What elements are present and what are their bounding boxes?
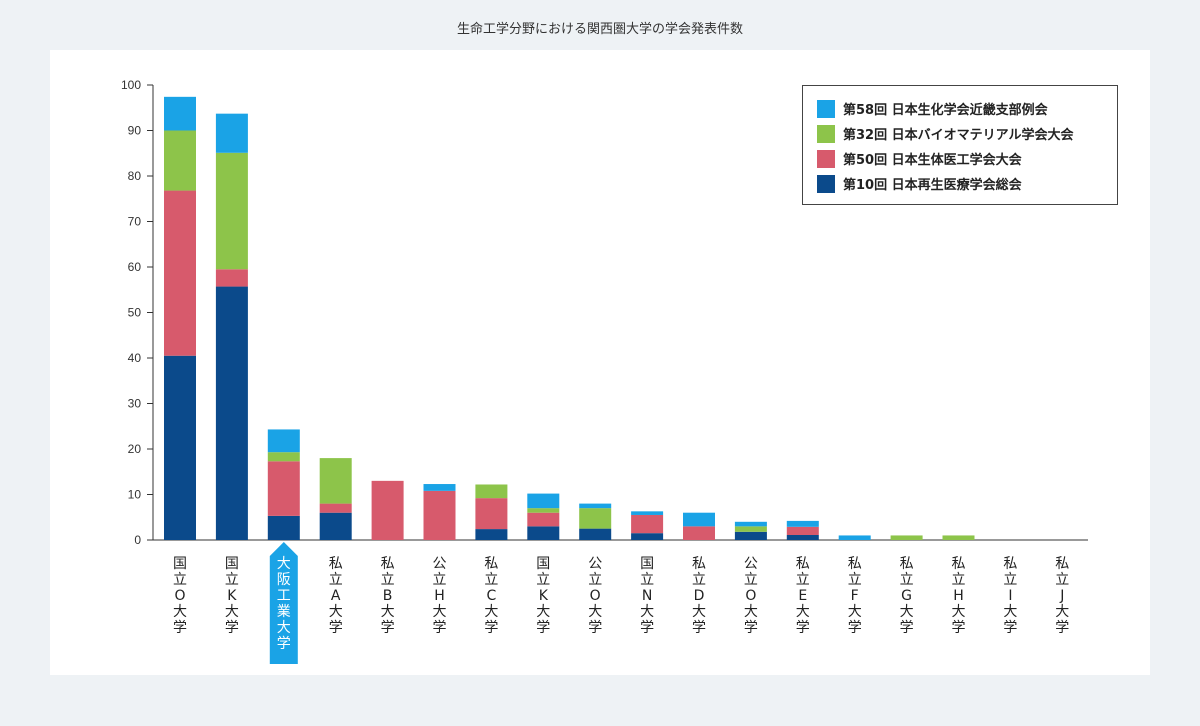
x-tick-label: 私立 B 大学 bbox=[381, 556, 395, 636]
legend-item: 第10回 日本再生医療学会総会 bbox=[817, 171, 1117, 196]
bar-segment bbox=[164, 190, 196, 356]
x-tick-label: 国立 K 大学 bbox=[536, 556, 550, 636]
x-tick-label: 国立 N 大学 bbox=[640, 556, 654, 636]
legend-item: 第32回 日本バイオマテリアル学会大会 bbox=[817, 121, 1117, 146]
x-tick-label: 公立 O 大学 bbox=[744, 556, 758, 636]
bar-segment bbox=[527, 526, 560, 540]
bar-segment bbox=[164, 96, 196, 131]
bar-segment bbox=[631, 514, 664, 534]
bar-segment bbox=[579, 503, 612, 509]
x-tick-label: 私立 F 大学 bbox=[848, 556, 862, 636]
legend-swatch bbox=[817, 149, 835, 168]
legend: 第58回 日本生化学会近畿支部例会 第32回 日本バイオマテリアル学会大会 第5… bbox=[802, 85, 1118, 205]
legend-label: 第10回 日本再生医療学会総会 bbox=[843, 178, 1022, 193]
bar-segment bbox=[631, 533, 664, 540]
bar-segment bbox=[734, 531, 767, 540]
y-tick-label: 50 bbox=[128, 306, 142, 320]
x-tick-label: 私立 I 大学 bbox=[1003, 556, 1017, 636]
legend-label: 第50回 日本生体医工学会大会 bbox=[843, 153, 1022, 168]
y-tick-label: 10 bbox=[128, 488, 142, 502]
bar-segment bbox=[267, 452, 300, 462]
bar-segment bbox=[319, 458, 352, 504]
legend-item: 第58回 日本生化学会近畿支部例会 bbox=[817, 96, 1117, 121]
bar-segment bbox=[838, 535, 871, 540]
y-tick-label: 40 bbox=[128, 351, 142, 365]
bar-segment bbox=[527, 512, 560, 527]
bar-segment bbox=[527, 508, 560, 513]
bar-segment bbox=[631, 511, 664, 515]
x-tick-label: 私立 J 大学 bbox=[1055, 556, 1069, 636]
bar-segment bbox=[786, 534, 819, 540]
legend-swatch bbox=[817, 124, 835, 143]
legend-label: 第32回 日本バイオマテリアル学会大会 bbox=[843, 128, 1074, 143]
x-tick-label: 公立 O 大学 bbox=[588, 556, 602, 636]
bar-segment bbox=[579, 508, 612, 529]
bar-segment bbox=[319, 503, 352, 513]
y-tick-label: 100 bbox=[121, 78, 141, 92]
bar-segment bbox=[423, 490, 456, 540]
bar-segment bbox=[683, 526, 715, 540]
bar-segment bbox=[267, 461, 300, 516]
y-tick-label: 80 bbox=[128, 169, 142, 183]
x-tick-label: 私立 G 大学 bbox=[900, 556, 914, 636]
y-tick-label: 60 bbox=[128, 260, 142, 274]
bar-segment bbox=[890, 535, 923, 540]
bar-segment bbox=[786, 526, 819, 535]
x-tick-label: 私立 E 大学 bbox=[796, 556, 810, 636]
bar-segment bbox=[267, 429, 300, 453]
x-tick-label: 私立 A 大学 bbox=[329, 556, 343, 636]
y-tick-label: 0 bbox=[134, 533, 141, 547]
legend-label: 第58回 日本生化学会近畿支部例会 bbox=[843, 103, 1048, 118]
legend-swatch bbox=[817, 174, 835, 193]
x-tick-label: 私立 H 大学 bbox=[952, 556, 966, 636]
bar-segment bbox=[475, 484, 508, 499]
bar-segment bbox=[319, 512, 352, 540]
bar-segment bbox=[215, 113, 248, 153]
y-tick-label: 30 bbox=[128, 397, 142, 411]
bar-segment bbox=[215, 269, 248, 287]
y-tick-label: 70 bbox=[128, 215, 142, 229]
bar-segment bbox=[267, 515, 300, 540]
chart-title: 生命工学分野における関西圏大学の学会発表件数 bbox=[456, 22, 743, 37]
bar-segment bbox=[164, 355, 196, 540]
bar-segment bbox=[371, 480, 404, 540]
bar-segment bbox=[423, 484, 456, 491]
x-tick-label: 公立 H 大学 bbox=[433, 556, 447, 636]
x-tick-label: 国立 K 大学 bbox=[225, 556, 239, 636]
x-tick-label: 大阪工業大学 bbox=[277, 556, 291, 652]
bar-segment bbox=[475, 498, 508, 530]
bar-segment bbox=[579, 528, 612, 540]
highlight-marker bbox=[269, 542, 298, 664]
legend-swatch bbox=[817, 99, 835, 118]
bar-segment bbox=[527, 493, 560, 509]
bar-segment bbox=[683, 512, 715, 527]
bar-segment bbox=[215, 286, 248, 540]
bar-segment bbox=[786, 520, 819, 527]
x-tick-label: 私立 C 大学 bbox=[484, 556, 498, 636]
bar-segment bbox=[734, 521, 767, 527]
bar-segment bbox=[215, 152, 248, 270]
bar-segment bbox=[734, 526, 767, 532]
bar-segment bbox=[475, 529, 508, 540]
x-tick-label: 私立 D 大学 bbox=[692, 556, 706, 636]
y-tick-label: 20 bbox=[128, 442, 142, 456]
y-tick-label: 90 bbox=[128, 124, 142, 138]
bar-segment bbox=[942, 535, 975, 540]
bar-segment bbox=[164, 130, 196, 191]
legend-item: 第50回 日本生体医工学会大会 bbox=[817, 146, 1117, 171]
x-tick-label: 国立 O 大学 bbox=[173, 556, 187, 636]
